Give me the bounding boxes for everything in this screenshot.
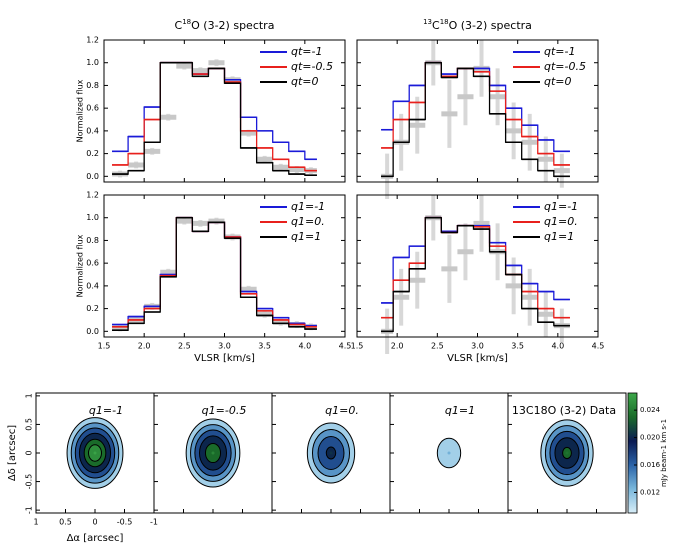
- y-tick-label: 0.0: [86, 172, 99, 181]
- x-tick-label: -1: [150, 518, 158, 527]
- colorbar-label: mJy beam-1 km s-1: [660, 419, 668, 487]
- y-tick-label: 0.8: [86, 81, 99, 90]
- legend-label: qt=0: [291, 75, 319, 88]
- legend-label: q1=1: [544, 230, 574, 243]
- x-tick-label: 1: [33, 518, 38, 527]
- plot-frame: [103, 194, 346, 338]
- plot-frame: [356, 194, 599, 338]
- peak: [565, 451, 569, 455]
- x-tick-label: 3.0: [471, 342, 484, 351]
- legend-label: q1=-1: [544, 200, 578, 213]
- x-tick-label: 3.0: [218, 342, 231, 351]
- y-tick-label: 1.0: [86, 213, 99, 222]
- peak: [211, 451, 215, 455]
- x-axis-label: Δα [arcsec]: [67, 533, 124, 544]
- x-tick-label: 2.0: [391, 342, 404, 351]
- step-riser: [112, 62, 317, 172]
- step-riser: [381, 62, 570, 177]
- plot-frame: [103, 39, 346, 183]
- x-tick-label: 2.5: [178, 342, 191, 351]
- legend-label: qt=0: [544, 75, 572, 88]
- x-tick-label: 4.5: [339, 342, 352, 351]
- peak: [329, 451, 333, 455]
- y-tick-label: -0.5: [25, 474, 34, 490]
- y-tick-label: 0.2: [86, 304, 99, 313]
- y-tick-label: -1: [25, 506, 34, 514]
- y-tick-label: 0.6: [86, 104, 99, 113]
- panel-title: 13C18O (3-2) spectra: [423, 18, 532, 32]
- colorbar: [627, 392, 638, 514]
- x-tick-label: -0.5: [117, 518, 133, 527]
- y-tick-label: 0.0: [86, 327, 99, 336]
- y-tick-label: 1: [25, 393, 34, 398]
- y-tick-label: 0: [25, 450, 34, 455]
- panel-title: C18O (3-2) spectra: [175, 18, 275, 32]
- title-part: C: [432, 19, 440, 32]
- x-tick-label: 1.5: [351, 342, 364, 351]
- panel-label: q1=1: [445, 404, 475, 417]
- x-axis-label: VLSR [km/s]: [447, 353, 508, 364]
- x-axis-label: VLSR [km/s]: [194, 353, 255, 364]
- step-riser: [112, 62, 317, 176]
- step-riser: [381, 217, 570, 319]
- panel-label: q1=-0.5: [202, 404, 247, 417]
- x-tick-label: 3.5: [511, 342, 524, 351]
- colorbar-tick-label: 0.024: [640, 406, 661, 414]
- x-tick-label: 0: [92, 518, 97, 527]
- colorbar-tick-label: 0.020: [640, 434, 660, 442]
- legend-label: qt=-0.5: [291, 60, 333, 73]
- x-tick-label: 4.0: [551, 342, 564, 351]
- legend-label: q1=1: [291, 230, 321, 243]
- legend-label: q1=0.: [544, 215, 578, 228]
- legend-label: q1=0.: [291, 215, 325, 228]
- colorbar-tick-label: 0.016: [640, 461, 661, 469]
- y-tick-label: 1.2: [86, 36, 99, 45]
- step-riser: [381, 62, 570, 166]
- x-tick-label: 4.5: [592, 342, 605, 351]
- plot-frame: [356, 39, 599, 183]
- legend-label: qt=-1: [291, 45, 322, 58]
- step-riser: [112, 62, 317, 160]
- y-tick-label: 0.5: [25, 418, 34, 431]
- y-tick-label: 0.6: [86, 259, 99, 268]
- panel-label: q1=-1: [89, 404, 123, 417]
- step-riser: [112, 217, 317, 328]
- y-axis-label: Normalized flux: [76, 234, 85, 297]
- panel-frame: [507, 392, 627, 514]
- x-tick-label: 2.5: [431, 342, 444, 351]
- legend-label: q1=-1: [291, 200, 325, 213]
- peak: [447, 451, 451, 455]
- x-tick-label: 4.0: [298, 342, 311, 351]
- title-part: O (3-2) spectra: [449, 19, 532, 32]
- x-tick-label: 0.5: [59, 518, 72, 527]
- y-axis-label: Δδ [arcsec]: [7, 425, 18, 481]
- panel-label: q1=0.: [325, 404, 359, 417]
- legend-label: qt=-1: [544, 45, 575, 58]
- x-tick-label: 2.0: [138, 342, 151, 351]
- title-part: 13: [423, 18, 432, 26]
- title-part: 18: [182, 18, 191, 26]
- title-part: C: [175, 19, 183, 32]
- title-part: O (3-2) spectra: [191, 19, 274, 32]
- y-tick-label: 0.4: [86, 281, 99, 290]
- x-tick-label: 1.5: [98, 342, 111, 351]
- y-tick-label: 0.4: [86, 126, 99, 135]
- title-part: 18: [440, 18, 449, 26]
- colorbar-tick-label: 0.012: [640, 488, 660, 496]
- step-riser: [381, 217, 570, 332]
- panel-label: 13C18O (3-2) Data: [512, 404, 616, 417]
- y-axis-label: Normalized flux: [76, 79, 85, 142]
- y-tick-label: 1.2: [86, 191, 99, 200]
- y-tick-label: 0.8: [86, 236, 99, 245]
- x-tick-label: 3.5: [258, 342, 271, 351]
- y-tick-label: 1.0: [86, 58, 99, 67]
- y-tick-label: 0.2: [86, 149, 99, 158]
- step-riser: [112, 217, 317, 327]
- step-riser: [112, 217, 317, 331]
- legend-label: qt=-0.5: [544, 60, 586, 73]
- peak: [93, 451, 97, 455]
